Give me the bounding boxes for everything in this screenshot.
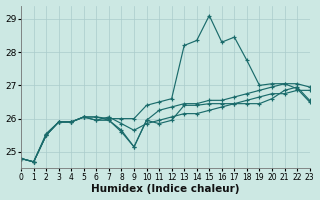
- X-axis label: Humidex (Indice chaleur): Humidex (Indice chaleur): [91, 184, 240, 194]
